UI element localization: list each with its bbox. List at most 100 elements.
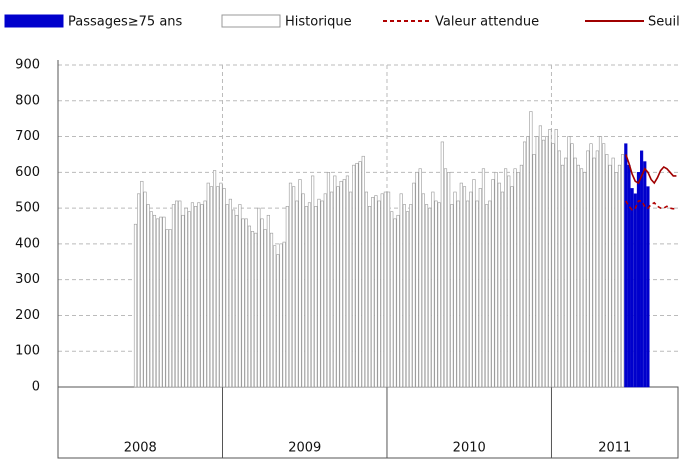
bar	[466, 200, 470, 388]
bar	[213, 170, 217, 388]
bar	[636, 172, 641, 388]
bar	[560, 164, 565, 388]
bar	[402, 204, 406, 388]
bar	[548, 129, 552, 388]
bar	[190, 202, 195, 388]
bar	[228, 198, 232, 388]
legend-swatch	[221, 14, 281, 28]
bar	[630, 188, 634, 388]
bar	[386, 191, 391, 388]
bar	[519, 164, 523, 388]
bar	[507, 175, 511, 388]
bar	[165, 229, 169, 388]
bar	[194, 206, 198, 388]
bar	[640, 150, 644, 388]
bar	[250, 231, 255, 388]
bar	[570, 143, 574, 388]
bar	[605, 154, 609, 388]
bar	[624, 143, 628, 388]
bar	[377, 200, 381, 388]
bar	[485, 204, 489, 388]
y-tick-label: 400	[15, 236, 40, 251]
bar	[187, 211, 191, 388]
bar	[424, 204, 429, 388]
bar	[532, 154, 536, 388]
bar	[184, 207, 188, 388]
bar	[462, 186, 467, 388]
x-tick-label: 2009	[288, 441, 321, 456]
bar	[545, 136, 549, 388]
bar	[494, 172, 498, 388]
bar	[567, 136, 571, 388]
bar	[266, 214, 270, 388]
legend-label: Seuil	[648, 15, 680, 30]
bar	[260, 218, 264, 388]
y-tick-label: 300	[15, 272, 40, 287]
bar	[583, 172, 587, 388]
bar	[197, 202, 201, 388]
bar	[481, 168, 486, 388]
line	[625, 154, 677, 185]
bar	[469, 191, 473, 388]
bar	[323, 193, 327, 388]
bar	[140, 180, 144, 388]
bar	[393, 218, 397, 388]
bar	[557, 150, 561, 388]
y-tick-label: 900	[15, 58, 40, 73]
bar	[326, 172, 331, 388]
bar	[203, 200, 207, 388]
legend-label: Passages≥75 ans	[68, 15, 183, 30]
bar	[538, 125, 542, 388]
y-tick-label: 500	[15, 201, 40, 216]
bar	[510, 186, 514, 388]
bar	[447, 172, 451, 388]
bar	[504, 168, 508, 388]
bar	[219, 182, 223, 388]
bar	[475, 200, 479, 388]
bar	[513, 168, 517, 388]
bar	[516, 172, 520, 388]
bar	[156, 218, 160, 388]
y-tick-label: 100	[15, 344, 40, 359]
bar	[497, 182, 501, 388]
bar	[646, 186, 650, 388]
x-tick-label: 2010	[453, 441, 486, 456]
bar	[364, 191, 369, 388]
bar	[621, 154, 625, 388]
bar	[168, 229, 172, 388]
bar	[627, 164, 631, 388]
bar	[349, 191, 353, 388]
bar	[573, 157, 577, 388]
bar	[247, 225, 251, 388]
bar	[171, 204, 176, 388]
bar	[320, 200, 324, 388]
bar	[152, 214, 157, 388]
bar	[333, 175, 337, 388]
bar	[437, 202, 441, 388]
bar	[222, 188, 226, 388]
bar	[409, 204, 413, 388]
bar	[643, 161, 647, 388]
bar	[143, 191, 147, 388]
bar	[614, 172, 618, 388]
y-tick-label: 800	[15, 93, 40, 108]
bar	[279, 243, 283, 388]
bar	[399, 193, 403, 388]
bar	[209, 186, 213, 388]
y-tick-label: 600	[15, 165, 40, 180]
bar	[478, 188, 482, 388]
bar	[564, 157, 568, 388]
bar	[488, 200, 492, 388]
bar	[263, 229, 267, 388]
bar	[133, 223, 138, 388]
bar	[586, 150, 590, 388]
bar	[355, 163, 359, 388]
bar	[456, 200, 460, 388]
bar	[526, 136, 530, 388]
bar	[380, 193, 384, 388]
bar	[412, 182, 416, 388]
bar	[472, 179, 476, 388]
bar	[244, 218, 248, 388]
bar	[304, 206, 308, 388]
bar	[257, 207, 261, 388]
